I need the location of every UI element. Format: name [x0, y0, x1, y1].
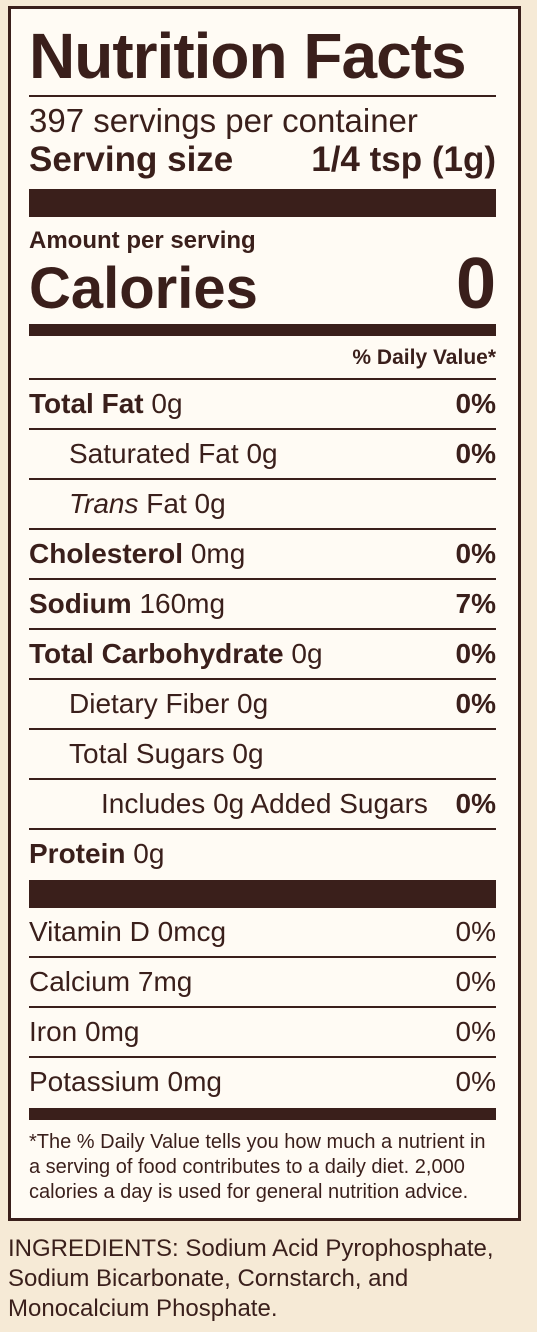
nutrient-dv: 0%	[455, 388, 496, 419]
nutrient-dv: 0%	[455, 788, 496, 819]
vitamin-dv: 0%	[455, 916, 496, 947]
nutrient-row-protein: Protein 0g	[29, 830, 496, 878]
calories-label: Calories	[29, 256, 258, 321]
nutrient-dv: 0%	[455, 538, 496, 569]
calories-value: 0	[455, 244, 496, 324]
nutrient-row-added-sugars: Includes 0g Added Sugars 0%	[29, 780, 496, 830]
vitamin-text: Iron 0mg	[29, 1016, 140, 1047]
nutrient-row-trans-fat: Trans Fat 0g	[29, 480, 496, 530]
thick-divider	[29, 880, 496, 908]
vitamin-text: Vitamin D 0mcg	[29, 916, 227, 947]
vitamin-text: Calcium 7mg	[29, 966, 193, 997]
nutrient-text: Saturated Fat 0g	[69, 438, 278, 469]
nutrient-dv: 7%	[455, 588, 496, 619]
nutrient-text: Total Sugars 0g	[69, 738, 264, 769]
vitamin-text: Potassium 0mg	[29, 1066, 222, 1097]
nutrition-label: Nutrition Facts 397 servings per contain…	[8, 6, 521, 1221]
daily-value-header: % Daily Value*	[29, 336, 496, 380]
nutrient-row-total-sugars: Total Sugars 0g	[29, 730, 496, 780]
vitamin-row-iron: Iron 0mg 0%	[29, 1008, 496, 1058]
footnote: *The % Daily Value tells you how much a …	[29, 1131, 486, 1203]
vitamin-dv: 0%	[455, 966, 496, 997]
serving-size-value: 1/4 tsp (1g)	[311, 140, 496, 179]
medium-divider	[29, 1108, 496, 1120]
nutrient-text: Cholesterol 0mg	[29, 538, 246, 569]
vitamin-row-calcium: Calcium 7mg 0%	[29, 958, 496, 1008]
vitamin-dv: 0%	[455, 1066, 496, 1097]
nutrient-row-total-fat: Total Fat 0g 0%	[29, 380, 496, 430]
serving-size-row: Serving size 1/4 tsp (1g)	[29, 141, 496, 179]
ingredients: INGREDIENTS: Sodium Acid Pyrophosphate, …	[8, 1235, 494, 1322]
nutrient-text: Total Carbohydrate 0g	[29, 638, 323, 669]
nutrient-row-saturated-fat: Saturated Fat 0g 0%	[29, 430, 496, 480]
nutrition-label-inner: Nutrition Facts 397 servings per contain…	[29, 9, 496, 1205]
medium-divider	[29, 324, 496, 336]
nutrient-text: Includes 0g Added Sugars	[101, 788, 428, 819]
nutrient-dv: 0%	[455, 438, 496, 469]
nutrient-text: Dietary Fiber 0g	[69, 688, 269, 719]
nutrient-row-sodium: Sodium 160mg 7%	[29, 580, 496, 630]
nutrient-text: Total Fat 0g	[29, 388, 183, 419]
nutrient-row-dietary-fiber: Dietary Fiber 0g 0%	[29, 680, 496, 730]
nutrient-text: Protein 0g	[29, 838, 165, 869]
thick-divider	[29, 189, 496, 217]
nutrient-dv: 0%	[455, 688, 496, 719]
nutrient-dv: 0%	[455, 638, 496, 669]
divider	[29, 95, 496, 97]
vitamin-dv: 0%	[455, 1016, 496, 1047]
nutrient-row-total-carbohydrate: Total Carbohydrate 0g 0%	[29, 630, 496, 680]
calories-row: Calories 0	[29, 244, 496, 324]
nutrient-text: Sodium 160mg	[29, 588, 226, 619]
serving-size-label: Serving size	[29, 140, 234, 179]
servings-per-container: 397 servings per container	[29, 102, 418, 139]
amount-per-serving: Amount per serving	[29, 227, 256, 254]
nutrient-row-cholesterol: Cholesterol 0mg 0%	[29, 530, 496, 580]
label-title: Nutrition Facts	[29, 20, 467, 92]
vitamin-row-potassium: Potassium 0mg 0%	[29, 1058, 496, 1106]
vitamin-row-vitamin-d: Vitamin D 0mcg 0%	[29, 908, 496, 958]
nutrient-text: Trans Fat 0g	[69, 488, 226, 519]
